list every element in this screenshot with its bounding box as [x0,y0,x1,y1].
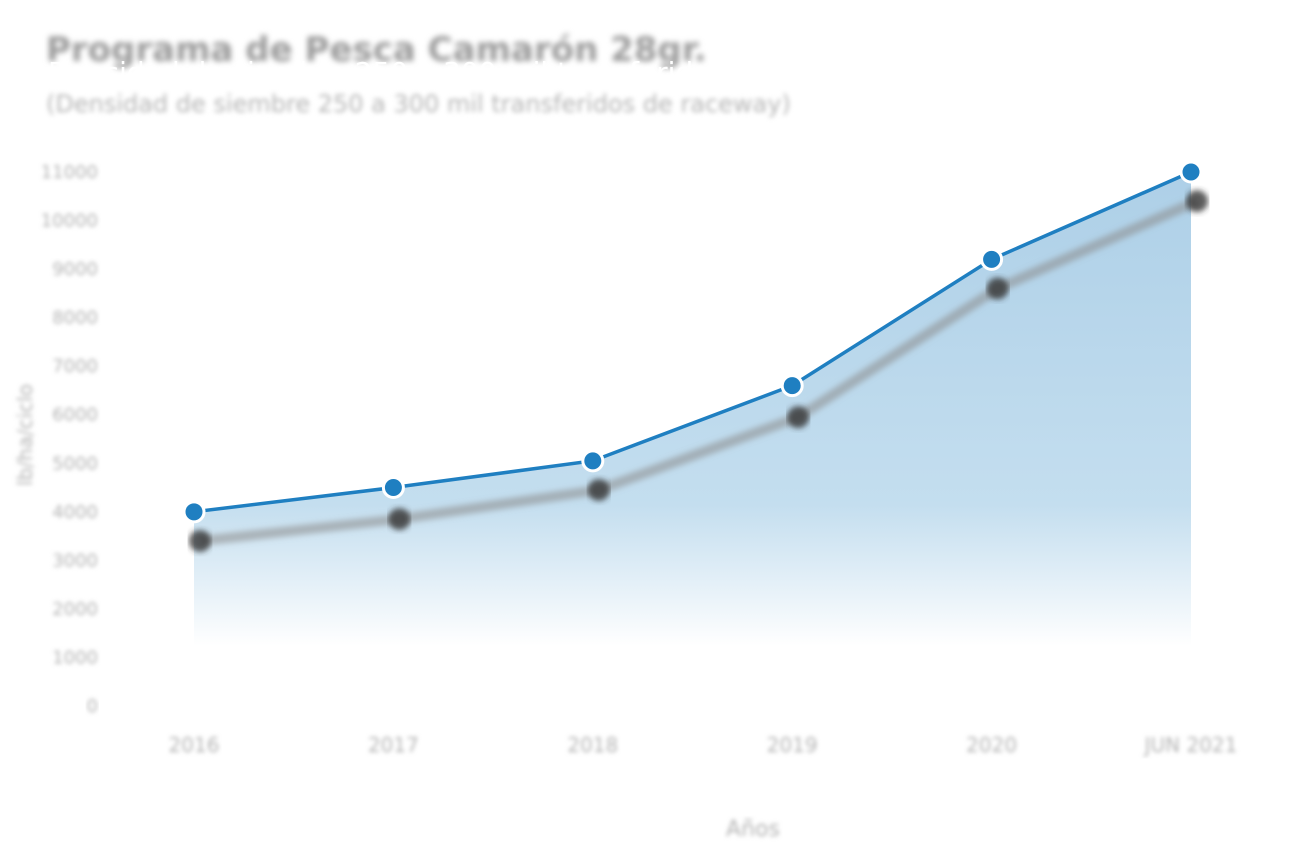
x-axis-ticks: 2016 2017 2018 2019 2020 JUN 2021 [169,733,1238,757]
data-point[interactable] [381,476,405,500]
x-tick-label: 2018 [567,733,618,757]
y-tick-label: 2000 [52,599,98,620]
y-axis-label: lb/ha/ciclo [13,384,37,486]
shadow-series [189,190,1208,552]
x-tick-label: JUN 2021 [1143,733,1238,757]
y-axis-ticks: 0 1000 2000 3000 4000 5000 6000 7000 8000 9000 100… [41,162,98,717]
data-line [193,170,1192,514]
data-point[interactable] [581,449,605,473]
y-tick-label: 11000 [41,162,98,183]
shadow-line [199,196,1200,546]
area-layer [194,172,1191,646]
chart-subtitle: (Densidad de siembre 250 a 300 mil trans… [46,90,791,118]
data-point[interactable] [780,374,804,398]
data-point[interactable] [1179,160,1203,184]
y-tick-label: 6000 [52,405,98,426]
data-point[interactable] [182,500,206,524]
y-tick-label: 5000 [52,453,98,474]
chart-title: Programa de Pesca Camarón 28gr. [46,30,707,70]
series-line [193,170,1192,514]
y-tick-label: 0 [87,696,98,717]
y-tick-label: 1000 [52,647,98,668]
shadow-point [787,406,810,429]
x-tick-label: 2017 [368,733,419,757]
data-point[interactable] [980,247,1004,271]
x-tick-label: 2020 [966,733,1017,757]
shadow-point [189,529,211,552]
x-tick-label: 2019 [767,733,818,757]
shadow-point [986,277,1009,300]
shadow-point [1186,190,1208,213]
x-tick-label: 2016 [169,733,220,757]
y-tick-label: 8000 [52,308,98,329]
y-tick-label: 3000 [52,550,98,571]
y-tick-label: 10000 [41,211,98,232]
area-fill [194,172,1191,646]
y-tick-label: 7000 [52,356,98,377]
chart-title-overlay: Densidad de siembra 250 a 300 mil transf… [48,56,711,89]
shadow-point [388,508,411,531]
y-tick-label: 9000 [52,259,98,280]
series-points [182,160,1203,524]
shadow-point [587,478,610,501]
x-axis-label: Años [726,817,780,842]
y-tick-label: 4000 [52,502,98,523]
